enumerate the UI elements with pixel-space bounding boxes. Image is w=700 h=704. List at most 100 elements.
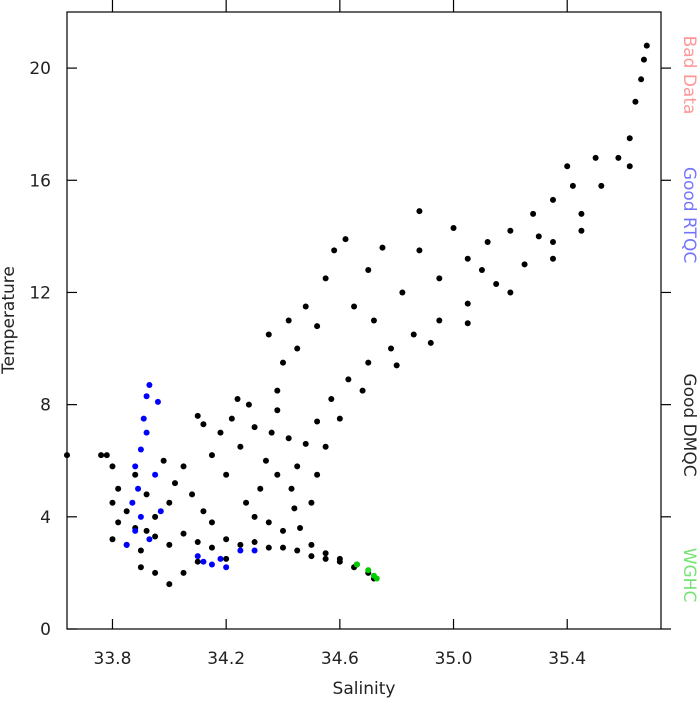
point (507, 289, 514, 296)
point (262, 457, 269, 464)
point (152, 569, 159, 576)
point (146, 536, 153, 543)
point (223, 471, 230, 478)
point (123, 508, 130, 515)
point (285, 435, 292, 442)
point (152, 513, 159, 520)
point (464, 300, 471, 307)
point (245, 401, 252, 408)
point (137, 547, 144, 554)
point (166, 581, 173, 588)
point (626, 135, 633, 142)
point (314, 471, 321, 478)
point (365, 359, 372, 366)
y-tick-label: 4 (40, 508, 51, 528)
point (294, 345, 301, 352)
point (331, 247, 338, 254)
point (223, 536, 230, 543)
point (132, 463, 139, 470)
point (294, 463, 301, 470)
point (507, 227, 514, 234)
point (265, 544, 272, 551)
point (484, 238, 491, 245)
point (132, 471, 139, 478)
point (172, 480, 178, 487)
point (436, 317, 443, 324)
point (234, 396, 241, 403)
point (308, 499, 315, 506)
y-axis-label: Temperature (0, 266, 19, 375)
point (280, 544, 286, 551)
point (208, 561, 215, 568)
point (450, 224, 457, 231)
point (342, 236, 349, 243)
point (530, 210, 537, 217)
point (143, 393, 150, 400)
point (643, 42, 650, 49)
point (373, 575, 380, 582)
point (157, 508, 164, 515)
point (154, 398, 161, 405)
point (98, 452, 105, 459)
legend-label: Good RTQC (679, 167, 699, 263)
point (302, 440, 309, 447)
point (194, 558, 201, 565)
y-tick-label: 8 (40, 396, 51, 416)
point (143, 491, 150, 498)
point (146, 382, 153, 389)
point (137, 564, 144, 571)
legend-label: Bad Data (679, 36, 699, 115)
point (521, 261, 528, 268)
point (353, 561, 360, 568)
point (64, 452, 70, 459)
point (251, 424, 258, 431)
point (336, 558, 343, 565)
point (550, 255, 556, 262)
point (336, 415, 343, 422)
point (322, 555, 329, 562)
point (208, 452, 215, 459)
y-tick-label: 16 (29, 171, 51, 191)
point (550, 238, 556, 245)
point (223, 564, 230, 571)
point (592, 154, 599, 161)
point (166, 499, 173, 506)
y-tick-label: 0 (40, 620, 51, 640)
point (129, 499, 136, 506)
point (345, 376, 352, 383)
point (535, 233, 542, 240)
point (109, 463, 116, 470)
point (109, 499, 116, 506)
point (143, 429, 150, 436)
point (416, 247, 423, 254)
point (109, 536, 116, 543)
point (370, 317, 377, 324)
point (365, 267, 372, 274)
point (132, 527, 139, 534)
y-tick-label: 20 (29, 59, 51, 79)
plot-frame (66, 11, 662, 630)
point (615, 154, 622, 161)
point (308, 553, 315, 560)
point (464, 320, 471, 327)
point (140, 415, 147, 422)
point (288, 485, 295, 492)
y-tick-label: 12 (29, 283, 51, 303)
point (228, 415, 235, 422)
point (280, 359, 286, 366)
point (237, 547, 244, 554)
point (160, 457, 167, 464)
point (237, 541, 244, 548)
point (365, 567, 372, 574)
point (251, 539, 258, 546)
legend-label: WGHC (679, 548, 699, 603)
point (328, 396, 335, 403)
point (200, 558, 207, 565)
point (359, 387, 366, 394)
point (166, 541, 173, 548)
point (399, 289, 406, 296)
point (194, 412, 201, 419)
x-tick-label: 35.0 (435, 649, 473, 669)
legend-label: Good DMQC (679, 373, 699, 476)
point (569, 182, 576, 189)
